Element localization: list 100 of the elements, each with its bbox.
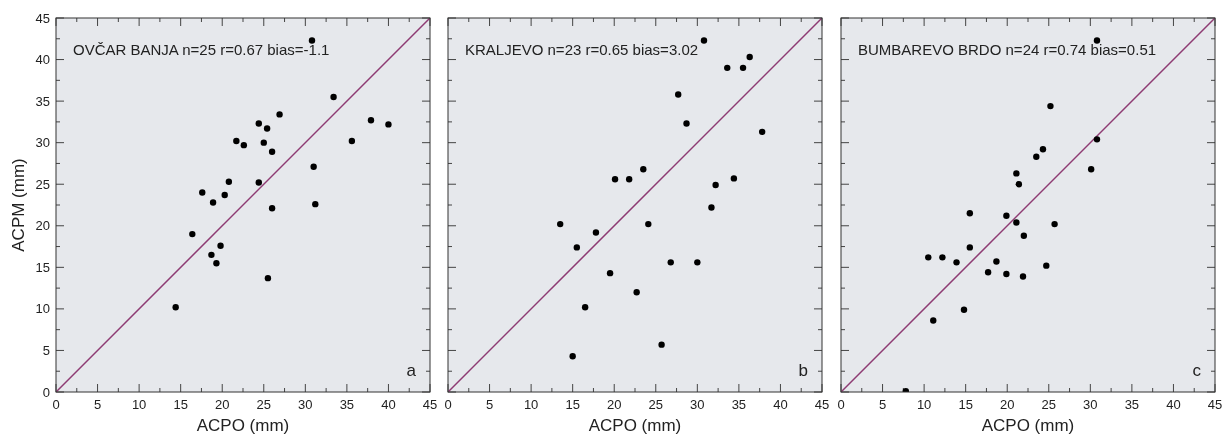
point: [633, 289, 640, 296]
point: [640, 166, 647, 173]
x-tick-label: 20: [999, 397, 1015, 412]
point: [930, 317, 937, 324]
annotation: KRALJEVO n=23 r=0.65 bias=3.02: [465, 41, 699, 58]
x-tick-label: 10: [916, 397, 932, 412]
point: [993, 258, 1000, 265]
point: [1039, 146, 1047, 153]
x-axis-title: ACPO (mm): [196, 416, 290, 435]
x-tick-label: 0: [52, 397, 60, 412]
point: [984, 269, 992, 276]
x-tick-label: 5: [878, 397, 887, 412]
point: [240, 141, 248, 149]
point: [675, 91, 682, 98]
point: [1019, 273, 1027, 280]
point: [308, 37, 316, 44]
x-tick-label: 10: [131, 397, 147, 412]
point: [213, 259, 220, 267]
point: [268, 148, 276, 156]
point: [960, 306, 968, 313]
point: [1087, 166, 1095, 173]
point: [276, 111, 283, 118]
point: [966, 210, 974, 217]
x-tick-label: 5: [485, 397, 494, 412]
point: [1051, 220, 1058, 228]
x-tick-label: 15: [565, 397, 580, 412]
x-tick-label: 15: [173, 397, 188, 412]
point: [1015, 181, 1023, 188]
point: [312, 200, 319, 208]
point: [625, 176, 633, 183]
point: [611, 176, 619, 183]
y-tick-label: 20: [35, 218, 50, 234]
point: [199, 189, 206, 196]
x-tick-label: 40: [381, 397, 396, 412]
point: [1093, 37, 1101, 44]
x-tick-label: 10: [523, 397, 539, 412]
annotation: a: [406, 361, 417, 380]
x-tick-label: 15: [958, 397, 973, 412]
x-tick-label: 20: [214, 397, 230, 412]
point: [209, 199, 217, 206]
annotation: OVČAR BANJA n=25 r=0.67 bias=-1.1: [73, 41, 330, 58]
point: [645, 220, 652, 228]
point: [385, 121, 392, 128]
point: [221, 191, 228, 199]
y-tick-label: 5: [42, 342, 50, 358]
point: [557, 220, 564, 228]
point: [925, 254, 932, 261]
y-tick-label: 15: [35, 259, 50, 275]
y-tick-label: 0: [42, 384, 50, 400]
point: [739, 64, 747, 72]
point: [330, 93, 337, 101]
point: [1093, 136, 1101, 143]
point: [310, 163, 317, 170]
point: [966, 244, 974, 251]
point: [730, 175, 738, 182]
point: [264, 274, 272, 282]
point: [658, 341, 665, 348]
x-tick-label: 35: [731, 397, 747, 412]
point: [939, 254, 946, 261]
point: [255, 120, 262, 127]
point: [700, 37, 708, 44]
point: [260, 139, 267, 146]
annotation: b: [798, 361, 808, 380]
point: [189, 230, 196, 238]
point: [1043, 262, 1050, 269]
point: [667, 259, 674, 266]
x-tick-label: 30: [298, 397, 313, 412]
x-tick-label: 25: [256, 397, 272, 412]
y-tick-label: 25: [35, 176, 50, 192]
point: [953, 259, 960, 266]
point: [255, 179, 262, 186]
x-tick-label: 30: [1083, 397, 1098, 412]
point: [1013, 170, 1020, 177]
point: [606, 269, 614, 277]
x-tick-label: 0: [837, 397, 845, 412]
x-axis-title: ACPO (mm): [588, 416, 682, 435]
x-tick-label: 0: [444, 397, 452, 412]
point: [1047, 102, 1054, 110]
point: [233, 137, 240, 145]
point: [225, 178, 233, 185]
point: [263, 125, 271, 132]
point: [573, 244, 581, 251]
point: [172, 304, 179, 311]
x-tick-label: 25: [1041, 397, 1057, 412]
y-tick-label: 35: [35, 93, 50, 109]
point: [694, 259, 701, 266]
point: [1013, 219, 1020, 226]
x-tick-label: 45: [1207, 397, 1223, 412]
point: [217, 242, 224, 249]
point: [708, 204, 715, 211]
point: [1033, 153, 1040, 160]
point: [581, 304, 589, 311]
point: [592, 229, 600, 236]
x-tick-label: 40: [1166, 397, 1181, 412]
y-axis-title: ACPM (mm): [9, 158, 28, 252]
point: [1003, 270, 1010, 278]
point: [724, 64, 731, 72]
y-tick-label: 45: [35, 10, 50, 26]
point: [683, 120, 690, 127]
annotation: c: [1192, 361, 1202, 380]
